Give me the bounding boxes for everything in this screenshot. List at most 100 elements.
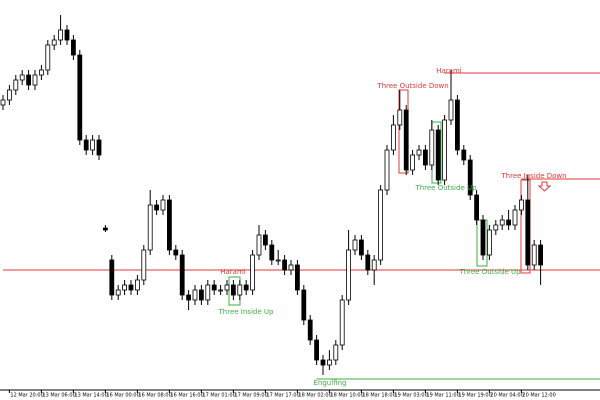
candle-body <box>519 199 524 211</box>
x-tick-label: 18 Mar 10:00 <box>330 393 363 399</box>
candle-body <box>301 289 307 321</box>
x-tick-label: 12 Mar 20:00 <box>10 393 43 399</box>
candle-body <box>448 99 454 121</box>
candle-body <box>262 234 268 246</box>
candle-body <box>51 39 57 46</box>
candle-body <box>71 39 76 56</box>
candle-body <box>275 259 281 262</box>
candle-body <box>224 284 230 291</box>
candle-body <box>256 234 262 256</box>
candle-body <box>326 359 332 366</box>
candle-body <box>512 209 518 226</box>
x-tick-label: 17 Mar 01:00 <box>202 393 235 399</box>
candle-body <box>109 259 115 296</box>
candle-body <box>346 249 352 301</box>
candle-body <box>103 227 108 231</box>
candle-body <box>186 294 192 301</box>
x-tick-label: 17 Mar 17:00 <box>266 393 299 399</box>
candle-body <box>320 359 326 366</box>
candle-body <box>365 254 371 271</box>
candle-body <box>230 284 236 296</box>
candle-body <box>333 344 339 361</box>
candle-body <box>0 99 6 106</box>
candle-body <box>486 229 492 256</box>
candle-body <box>384 149 390 191</box>
candle-body <box>461 149 467 161</box>
down-arrow <box>537 181 552 192</box>
annotation: Three Inside Up <box>218 308 274 316</box>
annotation: Harami <box>436 67 462 75</box>
candle-body <box>525 199 531 266</box>
candle-body <box>422 149 428 166</box>
x-tick-label: 19 Mar 03:00 <box>394 393 427 399</box>
x-tick-label: 13 Mar 06:00 <box>42 393 75 399</box>
candle-body <box>39 69 44 76</box>
candle-body <box>474 194 480 221</box>
candle-body <box>205 284 211 301</box>
candle-body <box>96 139 102 156</box>
candle-body <box>358 239 364 256</box>
x-tick-label: 13 Mar 14:00 <box>74 393 107 399</box>
candle-body <box>128 284 134 291</box>
annotation: Harami <box>220 268 246 276</box>
candle-body <box>250 254 256 291</box>
x-tick-label: 16 Mar 08:00 <box>138 393 171 399</box>
candle-body <box>531 244 537 266</box>
candle-body <box>19 74 25 81</box>
x-tick-label: 18 Mar 18:00 <box>362 393 395 399</box>
candle-body <box>179 254 185 296</box>
annotation: Engulfing <box>314 379 347 387</box>
candle-body <box>378 189 384 261</box>
candle-body <box>77 54 83 141</box>
candle-body <box>154 204 160 211</box>
candle-body <box>314 339 320 361</box>
candle-body <box>141 249 147 281</box>
x-tick-label: 16 Mar 16:00 <box>170 393 203 399</box>
candle-body <box>429 129 435 166</box>
candle-body <box>211 284 217 291</box>
candle-body <box>339 299 345 346</box>
candle-body <box>390 124 396 151</box>
candle-body <box>243 284 249 291</box>
candle-body <box>218 289 224 292</box>
annotation: Three Outside Up <box>458 268 521 276</box>
candle-body <box>294 264 300 291</box>
candle-body <box>282 259 288 271</box>
candle-body <box>64 29 70 41</box>
x-tick-label: 20 Mar 12:00 <box>522 393 555 399</box>
x-tick-label: 19 Mar 11:00 <box>426 393 459 399</box>
candle-body <box>480 219 486 256</box>
x-tick-label: 16 Mar 00:00 <box>106 393 139 399</box>
candle-body <box>397 109 403 126</box>
candle-body <box>493 224 499 231</box>
candle-body <box>499 219 505 226</box>
candle-body <box>26 74 32 86</box>
candle-body <box>506 219 512 226</box>
annotation: Three Outside Up <box>414 184 477 192</box>
annotation: Three Outside Down <box>376 82 448 90</box>
candle-body <box>13 79 19 91</box>
candle-body <box>442 119 448 181</box>
candle-body <box>198 289 204 301</box>
candle-body <box>403 109 409 171</box>
candle-body <box>90 139 95 151</box>
candle-body <box>122 284 127 291</box>
annotation: Three Inside Down <box>500 172 566 180</box>
candle-body <box>115 289 121 296</box>
candle-body <box>147 204 153 251</box>
candle-body <box>435 129 441 181</box>
x-tick-label: 18 Mar 02:00 <box>298 393 331 399</box>
x-tick-label: 19 Mar 19:00 <box>458 393 491 399</box>
candle-body <box>307 319 313 341</box>
candle-body <box>83 139 89 151</box>
candle-body <box>134 279 140 291</box>
candle-body <box>454 99 460 151</box>
candle-body <box>32 74 38 86</box>
candle-body <box>166 199 172 251</box>
candle-body <box>237 284 243 296</box>
x-tick-label: 20 Mar 04:00 <box>490 393 523 399</box>
candle-body <box>352 239 358 251</box>
candle-body <box>58 29 63 41</box>
candle-body <box>192 289 198 301</box>
